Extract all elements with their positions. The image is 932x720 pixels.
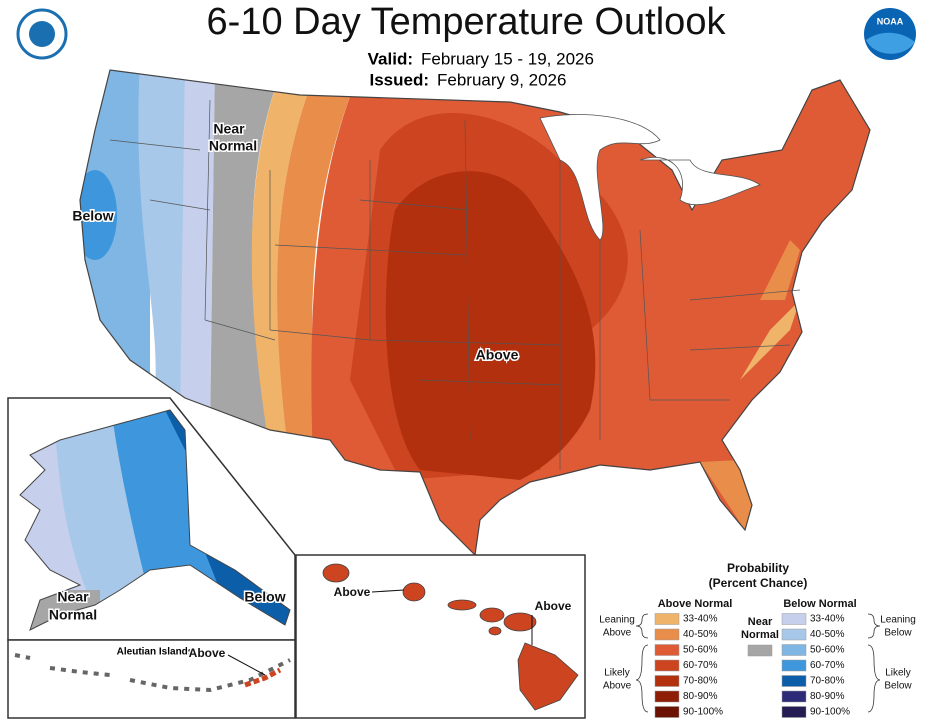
legend-swatch xyxy=(781,690,807,703)
legend-swatch xyxy=(654,628,680,641)
legend-near: Near xyxy=(748,616,773,628)
legend-swatch xyxy=(781,613,807,625)
legend-group: Likely xyxy=(885,668,911,679)
valid-label: Valid: xyxy=(368,49,413,68)
legend-label: 50-60% xyxy=(810,645,845,656)
legend-group: Above xyxy=(603,628,632,639)
legend-swatch xyxy=(654,675,680,687)
legend-label: 60-70% xyxy=(810,660,845,671)
map-label: Near xyxy=(213,121,245,137)
legend-title: Probability xyxy=(727,561,789,575)
map-label: Below xyxy=(72,208,113,224)
legend-label: 60-70% xyxy=(683,660,718,671)
legend-swatch xyxy=(781,628,807,641)
legend-swatch xyxy=(654,659,680,672)
legend-swatch xyxy=(654,613,680,625)
legend-swatch xyxy=(747,644,773,657)
legend-header: Below Normal xyxy=(783,598,856,610)
legend-label: 70-80% xyxy=(810,676,845,687)
logo-text: NOAA xyxy=(877,16,904,26)
hawaii-inset: Above Above xyxy=(295,554,586,719)
legend-label: 50-60% xyxy=(683,645,718,656)
legend-swatch xyxy=(781,706,807,718)
issued-label: Issued: xyxy=(369,70,429,89)
legend-group: Above xyxy=(603,681,632,692)
legend-label: 40-50% xyxy=(810,629,845,640)
alaska-label: Near xyxy=(57,589,89,605)
legend-swatch xyxy=(781,659,807,672)
legend-group: Below xyxy=(884,681,912,692)
legend-label: 33-40% xyxy=(810,614,845,625)
legend-swatch xyxy=(654,690,680,703)
legend-near: Normal xyxy=(741,629,779,641)
hawaii-label: Above xyxy=(535,599,572,613)
map-label: Normal xyxy=(209,138,257,154)
legend-label: 80-90% xyxy=(810,691,845,702)
legend-group: Likely xyxy=(604,668,630,679)
legend-header: Above Normal xyxy=(658,598,733,610)
legend-group: Leaning xyxy=(599,615,635,626)
valid-dates: February 15 - 19, 2026 xyxy=(421,49,594,68)
legend-label: 33-40% xyxy=(683,614,718,625)
alaska-label: Normal xyxy=(49,607,97,623)
legend-group: Below xyxy=(884,628,912,639)
alaska-inset: Near Normal Below xyxy=(7,397,296,641)
map-label: Above xyxy=(476,347,519,363)
legend-label: 40-50% xyxy=(683,629,718,640)
legend-group: Leaning xyxy=(880,615,916,626)
aleutian-inset: Aleutian Islands Above xyxy=(7,639,296,719)
aleutian-label: Aleutian Islands xyxy=(117,647,194,658)
hawaii-label: Above xyxy=(334,585,371,599)
legend-label: 90-100% xyxy=(683,707,723,718)
alaska-label: Below xyxy=(244,589,285,605)
issued-date: February 9, 2026 xyxy=(437,70,566,89)
legend: Probability (Percent Chance) Above Norma… xyxy=(599,561,916,718)
legend-swatch xyxy=(781,644,807,656)
legend-label: 90-100% xyxy=(810,707,850,718)
legend-label: 80-90% xyxy=(683,691,718,702)
title: 6-10 Day Temperature Outlook xyxy=(207,1,727,43)
legend-swatch xyxy=(654,706,680,718)
aleutian-label: Above xyxy=(189,646,226,660)
legend-title: (Percent Chance) xyxy=(709,576,808,590)
legend-swatch xyxy=(781,675,807,687)
legend-swatch xyxy=(654,644,680,656)
legend-label: 70-80% xyxy=(683,676,718,687)
header: NOAA 6-10 Day Temperature Outlook Valid:… xyxy=(16,1,916,89)
